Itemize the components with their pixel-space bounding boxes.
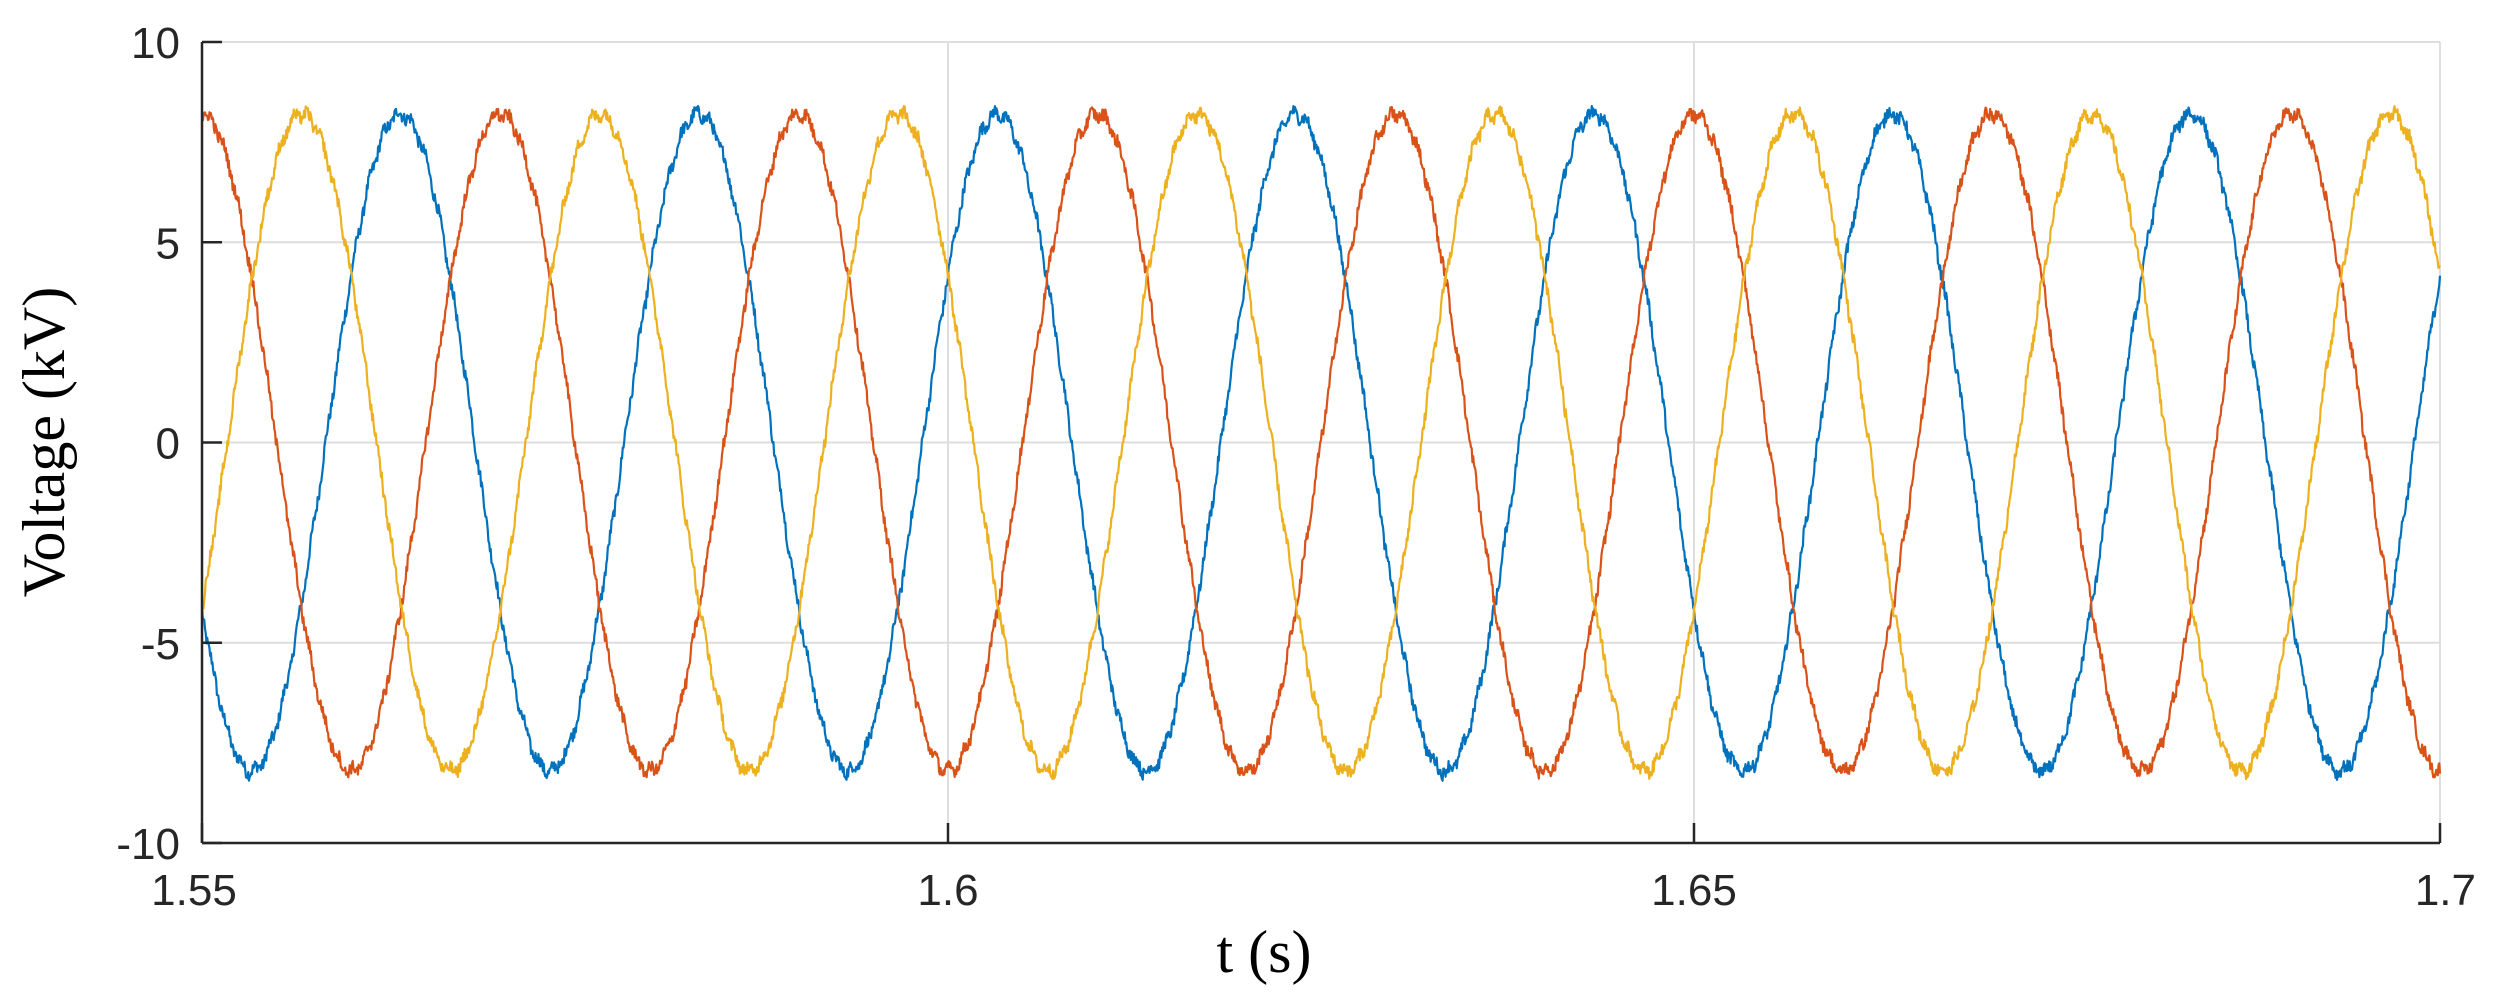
x-tick-label: 1.65 [1651,866,1737,915]
x-tick-label: 1.6 [917,866,978,915]
series-group [200,104,2442,782]
y-tick-label: 0 [156,420,180,469]
y-tick-label: -5 [141,620,180,669]
series-line-phase-3 [201,105,2441,781]
series-line-phase-1 [200,104,2442,782]
x-tick-label: 1.7 [2415,866,2476,915]
y-tick-label: 5 [156,219,180,268]
y-axis-title: Voltage (kV) [11,287,77,598]
y-tick-label: 10 [131,19,180,68]
series-line-phase-2 [201,105,2442,780]
x-axis-title: t (s) [1217,919,1312,985]
y-tick-label: -10 [116,820,180,869]
x-tick-label: 1.55 [151,866,237,915]
tick-labels: 1.55 1.6 1.65 1.7 10 5 0 -5 -10 [116,19,2476,915]
axes [200,40,2442,845]
